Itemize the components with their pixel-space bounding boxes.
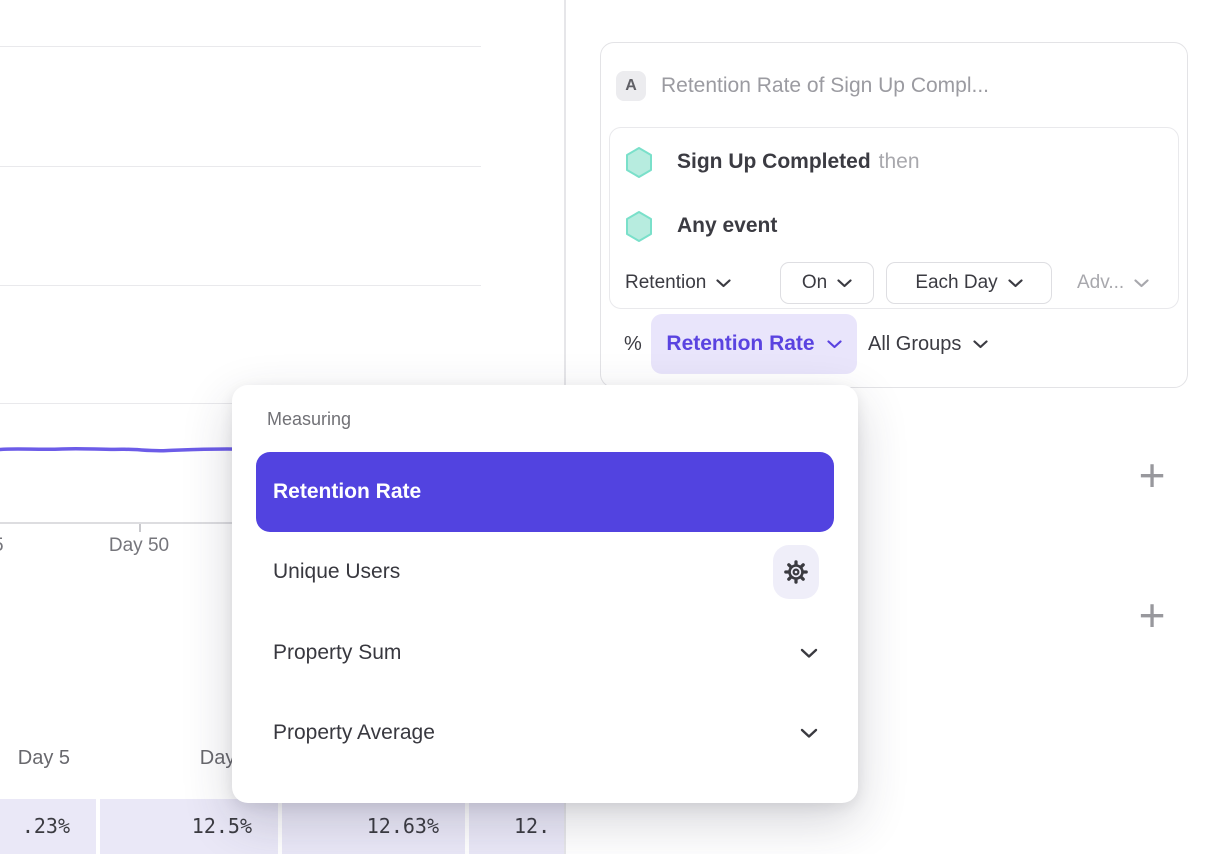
measure-row: % Retention Rate All Groups <box>601 314 1187 374</box>
menu-item-property-average[interactable]: Property Average <box>256 713 834 753</box>
retention-line-series <box>0 446 244 453</box>
menu-item-property-sum[interactable]: Property Sum <box>256 633 834 673</box>
advanced-dropdown[interactable]: Adv... <box>1077 262 1149 304</box>
interval-dropdown[interactable]: Each Day <box>886 262 1052 304</box>
table-cell: 12.63% <box>282 799 465 854</box>
chevron-down-icon <box>837 278 852 287</box>
first-event-name[interactable]: Sign Up Completed <box>677 150 871 173</box>
chevron-down-icon <box>800 648 818 658</box>
retention-type-dropdown[interactable]: Retention <box>625 262 731 304</box>
measuring-selected-label: Retention Rate <box>666 332 815 355</box>
menu-item-label: Property Average <box>273 721 435 744</box>
step-row-return-event[interactable]: Any event <box>625 209 785 243</box>
x-axis-tick <box>139 524 141 532</box>
query-title[interactable]: Retention Rate of Sign Up Compl... <box>661 74 990 97</box>
chart-gridline <box>0 166 481 167</box>
unique-users-settings-button[interactable] <box>773 545 819 599</box>
menu-heading: Measuring <box>267 409 352 429</box>
measuring-menu: Measuring Retention Rate Unique Users <box>232 385 858 803</box>
menu-item-label: Property Sum <box>273 641 402 664</box>
chart-gridline <box>0 285 481 286</box>
add-report-button[interactable]: + <box>1138 449 1166 501</box>
on-dropdown[interactable]: On <box>780 262 874 304</box>
chevron-down-icon <box>826 339 842 348</box>
group-dropdown[interactable]: All Groups <box>868 314 988 374</box>
x-axis-label: Day 50 <box>108 535 170 556</box>
percent-prefix: % <box>624 333 642 355</box>
event-hexagon-icon <box>626 210 652 242</box>
return-event-name[interactable]: Any event <box>677 214 778 237</box>
menu-item-label: Unique Users <box>273 560 401 583</box>
add-report-button[interactable]: + <box>1138 589 1166 641</box>
table-cell: 12. <box>469 799 564 854</box>
menu-item-label: Retention Rate <box>273 480 422 503</box>
retention-controls-row: Retention On Each Day Adv... <box>610 262 1178 304</box>
chevron-down-icon <box>973 339 988 348</box>
series-letter-badge[interactable]: A <box>616 71 646 101</box>
chevron-down-icon <box>1008 278 1023 287</box>
retention-type-label: Retention <box>625 272 707 293</box>
menu-item-unique-users[interactable]: Unique Users <box>256 545 834 599</box>
table-header-day-5: Day 5 <box>17 747 70 769</box>
chevron-down-icon <box>800 728 818 738</box>
table-cell: 12.5% <box>100 799 278 854</box>
event-steps-card: Sign Up Completed then Any event Retenti… <box>609 127 1179 309</box>
advanced-label: Adv... <box>1077 272 1125 293</box>
event-hexagon-icon <box>626 146 652 178</box>
x-axis-label-clipped: 5 <box>0 535 7 557</box>
gear-icon <box>784 560 808 584</box>
menu-item-retention-rate[interactable]: Retention Rate <box>256 452 834 532</box>
chart-gridline <box>0 46 481 47</box>
chevron-down-icon <box>1134 278 1149 287</box>
then-connector: then <box>878 150 920 173</box>
measuring-dropdown-trigger[interactable]: Retention Rate <box>651 314 857 374</box>
chevron-down-icon <box>716 278 731 287</box>
on-label: On <box>801 272 828 293</box>
interval-label: Each Day <box>915 272 998 293</box>
group-label: All Groups <box>868 332 962 355</box>
step-row-first-event[interactable]: Sign Up Completed then <box>625 145 920 179</box>
retention-query-card: A Retention Rate of Sign Up Compl... Sig… <box>600 42 1188 388</box>
table-cell: .23% <box>0 799 96 854</box>
